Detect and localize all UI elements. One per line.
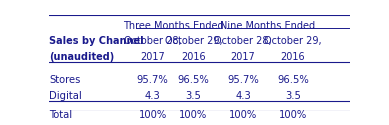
Text: Sales by Channel: Sales by Channel bbox=[49, 36, 144, 46]
Text: 4.3: 4.3 bbox=[235, 90, 251, 101]
Text: 2016: 2016 bbox=[181, 52, 206, 62]
Text: (unaudited): (unaudited) bbox=[49, 52, 114, 62]
Text: 96.5%: 96.5% bbox=[277, 75, 309, 85]
Text: October 28,: October 28, bbox=[124, 36, 181, 46]
Text: Nine Months Ended: Nine Months Ended bbox=[221, 21, 315, 31]
Text: 100%: 100% bbox=[279, 110, 307, 120]
Text: 3.5: 3.5 bbox=[285, 90, 301, 101]
Text: October 29,: October 29, bbox=[264, 36, 322, 46]
Text: 3.5: 3.5 bbox=[186, 90, 201, 101]
Text: 2017: 2017 bbox=[140, 52, 165, 62]
Text: 4.3: 4.3 bbox=[145, 90, 161, 101]
Text: 95.7%: 95.7% bbox=[227, 75, 259, 85]
Text: Digital: Digital bbox=[49, 90, 82, 101]
Text: 100%: 100% bbox=[229, 110, 257, 120]
Text: Stores: Stores bbox=[49, 75, 81, 85]
Text: 2016: 2016 bbox=[280, 52, 305, 62]
Text: 100%: 100% bbox=[138, 110, 167, 120]
Text: Three Months Ended: Three Months Ended bbox=[123, 21, 223, 31]
Text: Total: Total bbox=[49, 110, 72, 120]
Text: 100%: 100% bbox=[179, 110, 207, 120]
Text: 2017: 2017 bbox=[231, 52, 256, 62]
Text: October 28,: October 28, bbox=[214, 36, 272, 46]
Text: October 29,: October 29, bbox=[165, 36, 222, 46]
Text: 96.5%: 96.5% bbox=[177, 75, 209, 85]
Text: 95.7%: 95.7% bbox=[137, 75, 168, 85]
